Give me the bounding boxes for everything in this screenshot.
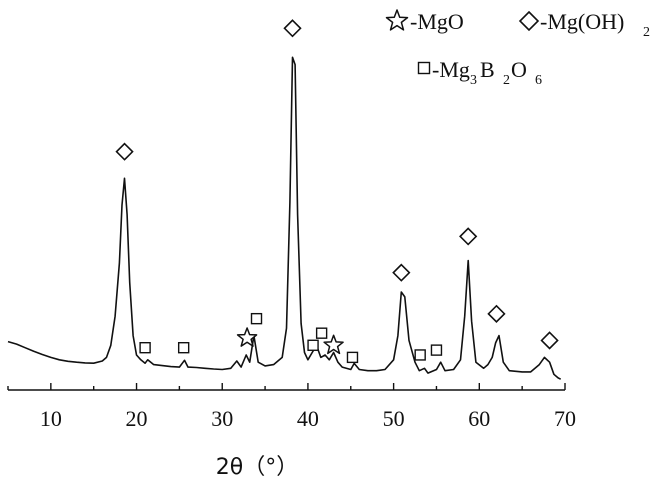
legend-formula-part: O — [511, 57, 527, 82]
legend-formula-part: B — [480, 57, 495, 82]
star-marker — [238, 328, 257, 346]
legend-subscript: 2 — [503, 73, 510, 88]
legend-star-icon — [387, 10, 408, 30]
diamond-marker — [542, 332, 558, 348]
legend-label-mgoh2: -Mg(OH) — [540, 9, 624, 34]
square-marker — [308, 340, 318, 350]
square-marker — [252, 314, 262, 324]
square-marker — [415, 350, 425, 360]
series-layer — [8, 57, 561, 379]
diamond-marker — [117, 144, 133, 160]
square-marker — [317, 328, 327, 338]
square-marker — [140, 343, 150, 353]
diamond-marker — [393, 265, 409, 281]
diamond-marker — [460, 228, 476, 244]
x-tick-label: 60 — [468, 406, 490, 431]
axes: 10 20 30 40 50 60 70 — [8, 383, 576, 431]
legend-formula-part: -Mg — [432, 57, 470, 82]
legend-subscript: 2 — [643, 25, 650, 40]
legend-label-mgo: -MgO — [410, 9, 464, 34]
diamond-marker — [284, 20, 300, 36]
legend: -MgO-Mg(OH)2-Mg3B2O6 — [387, 9, 651, 88]
x-tick-label: 70 — [554, 406, 576, 431]
legend-square-icon — [419, 63, 430, 74]
xrd-pattern-line — [8, 57, 561, 379]
legend-diamond-icon — [520, 12, 538, 30]
x-tick-label: 50 — [383, 406, 405, 431]
square-marker — [431, 345, 441, 355]
legend-subscript: 3 — [470, 73, 477, 88]
x-tick-label: 40 — [297, 406, 319, 431]
square-marker — [347, 352, 357, 362]
diamond-marker — [488, 306, 504, 322]
x-axis-title: 2θ（°） — [216, 455, 298, 480]
square-marker — [179, 343, 189, 353]
x-tick-label: 20 — [126, 406, 148, 431]
x-tick-label: 10 — [40, 406, 62, 431]
x-tick-label: 30 — [211, 406, 233, 431]
legend-subscript: 6 — [535, 73, 542, 88]
